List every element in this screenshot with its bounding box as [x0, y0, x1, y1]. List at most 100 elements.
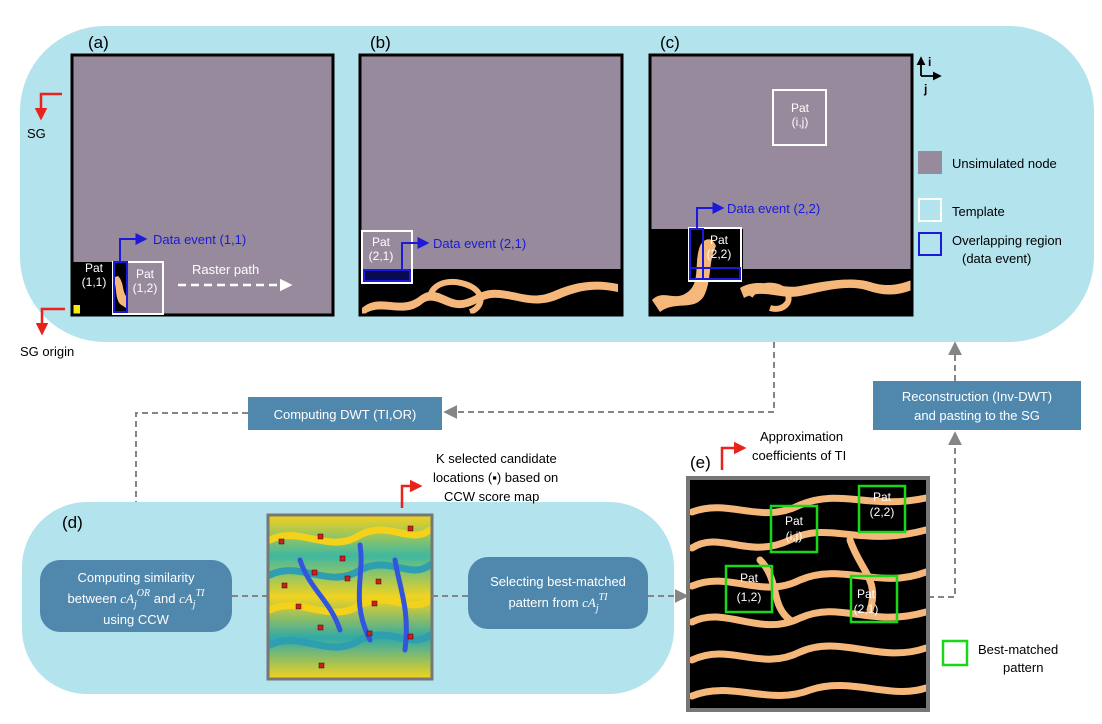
sg-origin-node: [72, 305, 80, 314]
pat-label-e-2-2-l1: Pat: [873, 490, 892, 504]
reconstruction-box-l2: and pasting to the SG: [914, 408, 1040, 423]
ti-image-border: [686, 476, 930, 712]
legend-unsimulated-swatch: [918, 151, 942, 174]
math-sub-j-select: j: [594, 603, 599, 614]
panel-label-e: (e): [690, 453, 711, 472]
approx-label-l1: Approximation: [760, 429, 843, 444]
candidates-label-l1: K selected candidate: [436, 451, 557, 466]
math-ca-or: cA: [120, 591, 134, 606]
math-sup-ti-select: TI: [599, 592, 609, 603]
pat-label-e-1-2-l1: Pat: [740, 571, 759, 585]
legend-template-label: Template: [952, 204, 1005, 219]
pat-label-a-1-2-l1: Pat: [136, 267, 155, 281]
math-sub-j-or: j: [132, 599, 137, 610]
grid-c-border: [648, 53, 914, 317]
sg-axis-icon: [34, 92, 62, 121]
overlap-b: [363, 269, 411, 282]
panel-label-b: (b): [370, 33, 391, 52]
approx-label-l2: coefficients of TI: [752, 448, 846, 463]
sg-origin-label: SG origin: [20, 344, 74, 359]
pat-label-b-2-1-l1: Pat: [372, 235, 391, 249]
similarity-box-l1: Computing similarity: [77, 570, 195, 585]
similarity-box: [40, 560, 232, 632]
grid-b-border: [358, 53, 624, 317]
axis-i-label: i: [928, 55, 931, 69]
pat-label-a-1-2-l2: (1,2): [133, 281, 158, 295]
data-event-label-a: Data event (1,1): [153, 232, 246, 247]
legend-best-match-l1: Best-matched: [978, 642, 1058, 657]
channel-b: [362, 281, 618, 316]
pat-label-e-2-1-l2: (2,1): [854, 602, 879, 616]
panel-label-d: (d): [62, 513, 83, 532]
dwt-box-label: Computing DWT (TI,OR): [274, 407, 417, 422]
match-e-pat-1-2: [724, 564, 774, 614]
selecting-box-l1: Selecting best-matched: [490, 574, 626, 589]
candidates-pointer-icon: [400, 479, 423, 508]
selecting-box: [468, 557, 648, 629]
channel-c-loop: [747, 282, 792, 312]
ti-image: [688, 478, 928, 710]
math-sup-ti: TI: [196, 588, 206, 599]
legend-template-swatch: [918, 198, 942, 222]
data-event-label-c: Data event (2,2): [727, 201, 820, 216]
approx-pointer-icon: [720, 441, 747, 470]
math-sub-j-ti: j: [191, 599, 196, 610]
match-e-pat-2-1: [849, 574, 899, 624]
data-event-arrow-a: [119, 233, 148, 262]
sg-origin-axis-icon: [35, 307, 65, 336]
legend-overlap-label-l1: Overlapping region: [952, 233, 1062, 248]
channel-c-2: [740, 279, 912, 298]
pat-label-a-1-1-l2: (1,1): [82, 275, 107, 289]
channel-b-loop: [427, 278, 484, 315]
overlap-c-horizontal: [689, 267, 741, 280]
template-c-pat-i-j: [772, 89, 827, 146]
similarity-box-l3: using CCW: [103, 612, 169, 627]
math-ca-ti: cA: [179, 591, 193, 606]
pat-label-e-2-1-l1: Pat: [857, 587, 876, 601]
legend-best-match-swatch: [941, 639, 969, 667]
pat-label-e-i-j-l1: Pat: [785, 514, 804, 528]
dwt-box: [248, 397, 442, 430]
selecting-box-l2: pattern from cAjTI: [508, 592, 608, 614]
flow-arrow-top-to-dwt: [443, 342, 775, 419]
candidates-label-l2: locations (▪) based on: [433, 470, 558, 485]
candidates-label-l3: CCW score map: [444, 489, 539, 504]
reconstruction-box: [873, 381, 1081, 430]
math-sup-or: OR: [137, 588, 150, 599]
legend-overlap-label-l2: (data event): [962, 251, 1031, 266]
channel-c: [652, 239, 716, 312]
template-b-pat-2-1: [361, 230, 413, 284]
channel-a: [112, 276, 126, 308]
grid-c-simulated-partial: [650, 229, 743, 270]
ccw-score-map-texture: [266, 526, 434, 653]
data-event-arrow-c: [696, 202, 725, 229]
pat-label-c-2-2-l2: (2,2): [707, 247, 732, 261]
pat-label-e-i-j-l2: (i,j): [786, 529, 803, 543]
pat-label-e-2-2-l2: (2,2): [870, 505, 895, 519]
pat-label-b-2-1-l2: (2,1): [369, 249, 394, 263]
legend-unsimulated-label: Unsimulated node: [952, 156, 1057, 171]
raster-path-label: Raster path: [192, 262, 259, 277]
similarity-and-text: and: [150, 591, 179, 606]
pat-label-e-1-2-l2: (1,2): [737, 590, 762, 604]
axis-j-label: j: [923, 82, 927, 96]
pat-label-c-2-2-l1: Pat: [710, 233, 729, 247]
data-event-label-b: Data event (2,1): [433, 236, 526, 251]
candidate-locations: [278, 525, 414, 669]
reconstruction-box-l1: Reconstruction (Inv-DWT): [902, 389, 1052, 404]
legend-overlap-swatch: [918, 232, 942, 256]
math-ca-ti-select: cA: [582, 595, 596, 610]
pat-label-c-i-j-l2: (i,j): [792, 115, 809, 129]
pat-label-a-1-1-l1: Pat: [85, 261, 104, 275]
pat-label-c-i-j-l1: Pat: [791, 101, 810, 115]
match-e-pat-i-j: [769, 504, 819, 554]
panel-label-a: (a): [88, 33, 109, 52]
match-e-pat-2-2: [857, 484, 907, 534]
similarity-box-l2: between cAjOR and cAjTI: [68, 588, 206, 610]
flow-arrow-e-to-reconstruction: [928, 431, 962, 598]
grid-a-border: [70, 53, 335, 317]
panel-label-c: (c): [660, 33, 680, 52]
selecting-pattern-from-text: pattern from: [508, 595, 582, 610]
sg-label: SG: [27, 126, 46, 141]
